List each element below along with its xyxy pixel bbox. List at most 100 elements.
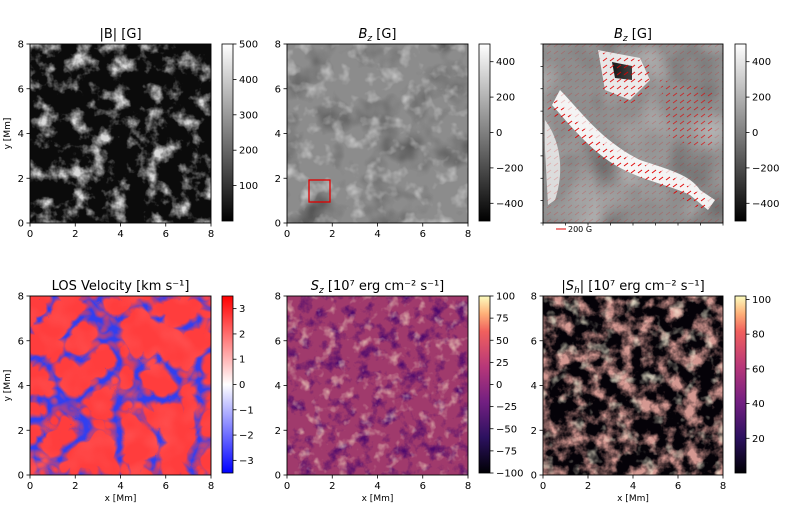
colorbar-tick-label-c3-1: −200 <box>752 163 779 174</box>
x-tick-label-p5-0: 0 <box>284 481 290 492</box>
y-tick-label-p2-2: 2 <box>275 174 281 185</box>
y-tick-label-p6-6: 6 <box>531 336 537 347</box>
y-tick-label-p2-0: 0 <box>275 219 281 230</box>
x-tick-label-p4-4: 4 <box>117 481 123 492</box>
x-axis-label-p6: x [Mm] <box>617 494 649 504</box>
x-tick-label-p5-4: 4 <box>374 481 380 492</box>
colorbar-frame-c6 <box>734 295 747 474</box>
x-tick-label-p6-8: 8 <box>720 481 726 492</box>
colorbar-tick-label-c1-0: 100 <box>239 181 258 192</box>
y-tick-label-p4-6: 6 <box>18 336 24 347</box>
colorbar-tick-label-c2-2: 0 <box>496 128 502 139</box>
colorbar-tick-label-c1-1: 200 <box>239 146 258 157</box>
x-tick-label-p4-6: 6 <box>163 481 169 492</box>
y-tick-label-p5-0: 0 <box>275 471 281 482</box>
panel-los-velocity <box>30 296 211 475</box>
panel-sh <box>543 296 723 475</box>
x-tick-label-p2-8: 8 <box>465 229 471 240</box>
colorbar-tick-label-c6-1: 40 <box>752 399 765 410</box>
x-tick-label-p5-2: 2 <box>329 481 335 492</box>
panel-title-p4: LOS Velocity [km s⁻¹] <box>52 279 190 294</box>
y-tick-label-p5-6: 6 <box>275 336 281 347</box>
x-axis-label-p4: x [Mm] <box>105 494 137 504</box>
y-tick-label-p6-4: 4 <box>531 381 537 392</box>
quiver-key: 200 G <box>556 225 592 234</box>
colorbar-tick-label-c5-1: −75 <box>496 446 517 457</box>
colorbar-tick-label-c4-1: −2 <box>239 431 254 442</box>
colorbar-tick-label-c2-0: −400 <box>496 199 523 210</box>
x-tick-label-p6-4: 4 <box>630 481 636 492</box>
y-tick-label-p6-2: 2 <box>531 426 537 437</box>
colorbar-tick-label-c4-3: 0 <box>239 380 245 391</box>
y-tick-label-p1-8: 8 <box>18 40 24 51</box>
colorbar-tick-label-c5-7: 75 <box>496 314 509 325</box>
x-tick-label-p4-2: 2 <box>72 481 78 492</box>
colorbar-tick-label-c4-6: 3 <box>239 304 245 315</box>
colorbar-tick-label-c1-3: 400 <box>239 75 258 86</box>
x-tick-label-p6-6: 6 <box>675 481 681 492</box>
colorbar-tick-label-c3-2: 0 <box>752 128 758 139</box>
x-tick-label-p1-8: 8 <box>208 229 214 240</box>
colorbar-tick-label-c3-3: 200 <box>752 93 771 104</box>
colorbar-tick-label-c1-2: 300 <box>239 110 258 121</box>
y-tick-label-p2-6: 6 <box>275 84 281 95</box>
colorbar-c2 <box>479 44 490 221</box>
panel-title-p5: Sz [10⁷ erg cm⁻² s⁻¹] <box>311 279 445 296</box>
x-tick-label-p2-2: 2 <box>329 229 335 240</box>
y-tick-label-p4-2: 2 <box>18 426 24 437</box>
y-tick-label-p1-4: 4 <box>18 129 24 140</box>
colorbar-tick-label-c4-2: −1 <box>239 405 254 416</box>
colorbar-c5 <box>479 296 490 473</box>
y-tick-label-p1-2: 2 <box>18 174 24 185</box>
colorbar-tick-label-c2-4: 400 <box>496 57 515 68</box>
zoom-region-box <box>308 179 331 203</box>
colorbar-tick-label-c4-5: 2 <box>239 329 245 340</box>
colorbar-tick-label-c6-2: 60 <box>752 364 765 375</box>
y-tick-label-p4-0: 0 <box>18 471 24 482</box>
panel-bz-zoom <box>543 44 723 223</box>
x-tick-label-p2-6: 6 <box>420 229 426 240</box>
y-tick-label-p4-8: 8 <box>18 292 24 303</box>
y-tick-label-p5-4: 4 <box>275 381 281 392</box>
colorbar-tick-label-c5-3: −25 <box>496 402 517 413</box>
y-tick-label-p2-8: 8 <box>275 40 281 51</box>
y-tick-label-p6-0: 0 <box>531 471 537 482</box>
y-tick-label-p5-2: 2 <box>275 426 281 437</box>
panel-title-p1: |B| [G] <box>99 27 141 42</box>
colorbar-tick-label-c5-0: −100 <box>496 469 523 480</box>
colorbar-tick-label-c6-4: 100 <box>752 295 771 306</box>
colorbar-tick-label-c5-2: −50 <box>496 424 517 435</box>
panel-title-p3: Bz [G] <box>614 27 652 44</box>
colorbar-c6 <box>735 296 746 473</box>
colorbar-tick-label-c1-4: 500 <box>239 40 258 51</box>
colorbar-tick-label-c3-0: −400 <box>752 199 779 210</box>
y-tick-label-p6-8: 8 <box>531 292 537 303</box>
panel-title-p6: |Sh| [10⁷ erg cm⁻² s⁻¹] <box>561 279 704 296</box>
y-tick-label-p4-4: 4 <box>18 381 24 392</box>
colorbar-tick-label-c5-5: 25 <box>496 358 509 369</box>
quiver-key-label: 200 G <box>568 225 592 234</box>
x-tick-label-p4-8: 8 <box>208 481 214 492</box>
panel-bz <box>287 44 468 223</box>
x-tick-label-p5-6: 6 <box>420 481 426 492</box>
y-tick-label-p2-4: 4 <box>275 129 281 140</box>
colorbar-tick-label-c5-8: 100 <box>496 292 515 303</box>
y-tick-label-p1-0: 0 <box>18 219 24 230</box>
x-tick-label-p2-0: 0 <box>284 229 290 240</box>
colorbar-tick-label-c6-3: 80 <box>752 330 765 341</box>
panel-sz <box>287 296 468 475</box>
x-tick-label-p1-0: 0 <box>27 229 33 240</box>
y-axis-label-p4: y [Mm] <box>3 370 13 402</box>
x-axis-label-p5: x [Mm] <box>362 494 394 504</box>
y-tick-label-p1-6: 6 <box>18 84 24 95</box>
colorbar-c1 <box>222 44 233 221</box>
colorbar-tick-label-c5-4: 0 <box>496 380 502 391</box>
colorbar-frame-c1 <box>221 43 234 222</box>
y-tick-label-p5-8: 8 <box>275 292 281 303</box>
colorbar-tick-label-c3-4: 400 <box>752 57 771 68</box>
colorbar-tick-label-c6-0: 20 <box>752 434 765 445</box>
x-tick-label-p6-2: 2 <box>585 481 591 492</box>
panel-title-p2: Bz [G] <box>358 27 396 44</box>
